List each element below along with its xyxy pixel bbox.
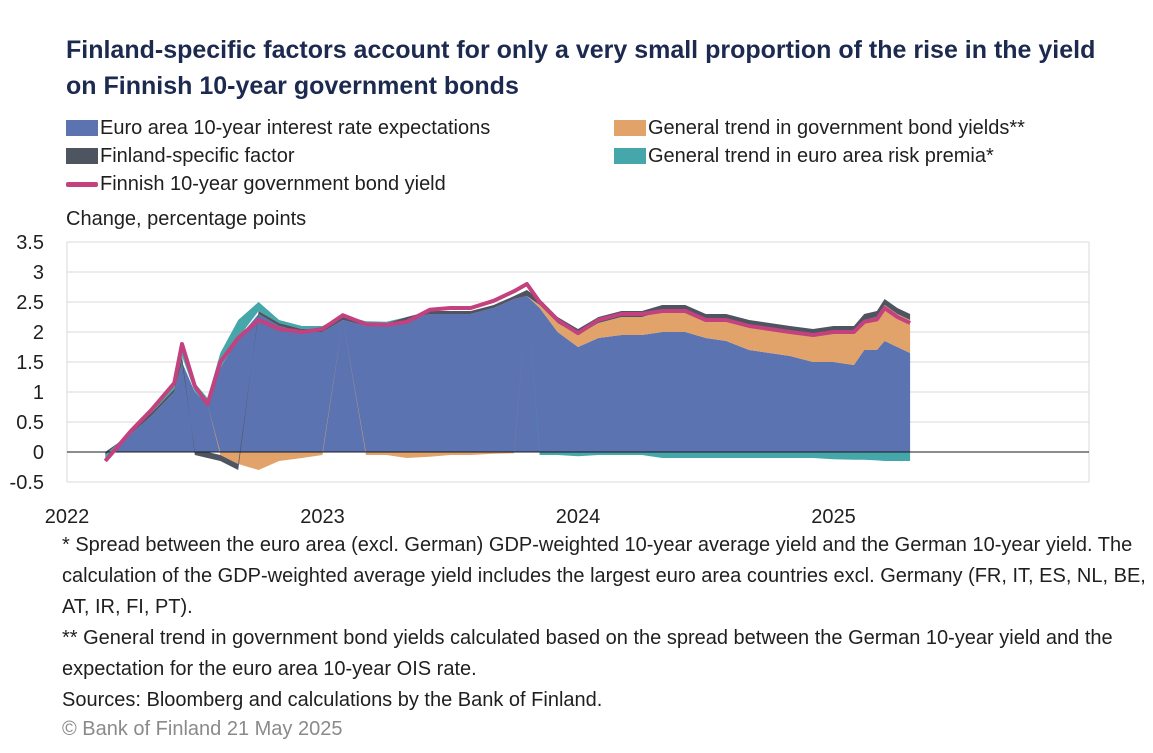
legend-swatch-euro-risk-premia <box>614 148 646 164</box>
legend-swatch-finnish-yield <box>66 182 98 187</box>
footnote-general-trend: ** General trend in government bond yiel… <box>62 627 1113 680</box>
chart-plot: 3.5 3 2.5 2 1.5 1 0.5 0 -0.5 2022 2023 2024 2025 <box>10 232 1090 528</box>
legend-swatch-finland-specific <box>66 148 98 164</box>
legend-label-euro-rate-exp: Euro area 10-year interest rate expectat… <box>100 117 491 139</box>
y-tick-label: -0.5 <box>10 472 44 494</box>
footnote-risk-premia: * Spread between the euro area (excl. Ge… <box>62 534 1146 618</box>
y-tick-label: 1 <box>33 382 44 404</box>
legend-swatch-euro-rate-exp <box>66 120 98 136</box>
yield-line-group <box>103 282 911 463</box>
x-tick-label: 2022 <box>45 506 90 528</box>
legend-swatch-general-trend-gov <box>614 120 646 136</box>
copyright-note: © Bank of Finland 21 May 2025 <box>62 718 343 740</box>
legend-label-euro-risk-premia: General trend in euro area risk premia* <box>648 145 994 167</box>
legend-label-finnish-yield: Finnish 10-year government bond yield <box>100 173 446 195</box>
y-tick-label: 1.5 <box>16 352 44 374</box>
chart-title: Finland-specific factors account for onl… <box>66 36 1096 100</box>
x-tick-label: 2024 <box>556 506 601 528</box>
series-line-finnish-yield <box>103 282 911 463</box>
y-axis-label: Change, percentage points <box>66 208 307 230</box>
x-tick-label: 2025 <box>811 506 856 528</box>
footnotes: * Spread between the euro area (excl. Ge… <box>62 530 1147 716</box>
y-tick-label: 0.5 <box>16 412 44 434</box>
stacked-areas <box>105 290 911 470</box>
y-tick-label: 2 <box>33 322 44 344</box>
y-tick-label: 3 <box>33 262 44 284</box>
sources-note: Sources: Bloomberg and calculations by t… <box>62 689 603 711</box>
legend-label-finland-specific: Finland-specific factor <box>100 145 295 167</box>
chart-legend: Euro area 10-year interest rate expectat… <box>66 116 1146 200</box>
x-tick-label: 2023 <box>300 506 345 528</box>
x-tick-labels: 2022 2023 2024 2025 <box>45 506 856 528</box>
legend-label-general-trend-gov: General trend in government bond yields*… <box>648 117 1025 139</box>
y-tick-label: 0 <box>33 442 44 464</box>
y-tick-label: 3.5 <box>16 232 44 254</box>
y-tick-label: 2.5 <box>16 292 44 314</box>
series-area-euro-rate-exp <box>105 296 911 452</box>
y-tick-labels: 3.5 3 2.5 2 1.5 1 0.5 0 -0.5 <box>10 232 44 494</box>
